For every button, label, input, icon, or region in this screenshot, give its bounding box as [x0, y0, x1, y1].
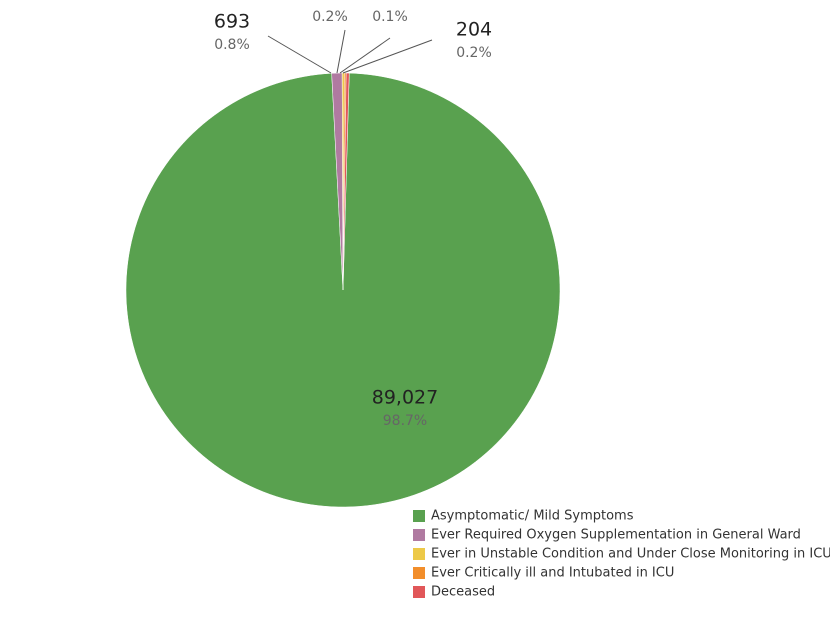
legend-swatch — [413, 567, 425, 579]
legend-label: Ever Required Oxygen Supplementation in … — [431, 528, 801, 543]
legend-swatch — [413, 510, 425, 522]
percent-label: 98.7% — [383, 413, 427, 429]
percent-label: 0.2% — [456, 45, 492, 61]
legend-label: Ever Critically ill and Intubated in ICU — [431, 566, 674, 581]
legend-swatch — [413, 586, 425, 598]
legend-swatch — [413, 529, 425, 541]
pie-slice — [342, 72, 350, 291]
percent-label: 0.1% — [372, 9, 408, 25]
legend-label: Asymptomatic/ Mild Symptoms — [431, 509, 634, 524]
value-label: 89,027 — [372, 387, 438, 409]
value-label: 149 — [312, 0, 348, 5]
leader-line — [336, 29, 346, 74]
pie-slice — [125, 72, 561, 508]
leader-line — [342, 39, 433, 74]
percent-label: 0.8% — [214, 37, 250, 53]
leader-line — [267, 35, 332, 74]
legend-label: Ever in Unstable Condition and Under Clo… — [431, 547, 830, 562]
percent-label: 0.2% — [312, 9, 348, 25]
legend-label: Deceased — [431, 585, 495, 600]
value-label: 204 — [456, 19, 492, 41]
leader-line — [339, 37, 391, 74]
value-label: 693 — [214, 11, 250, 33]
legend-swatch — [413, 548, 425, 560]
value-label: 118 — [372, 0, 408, 5]
